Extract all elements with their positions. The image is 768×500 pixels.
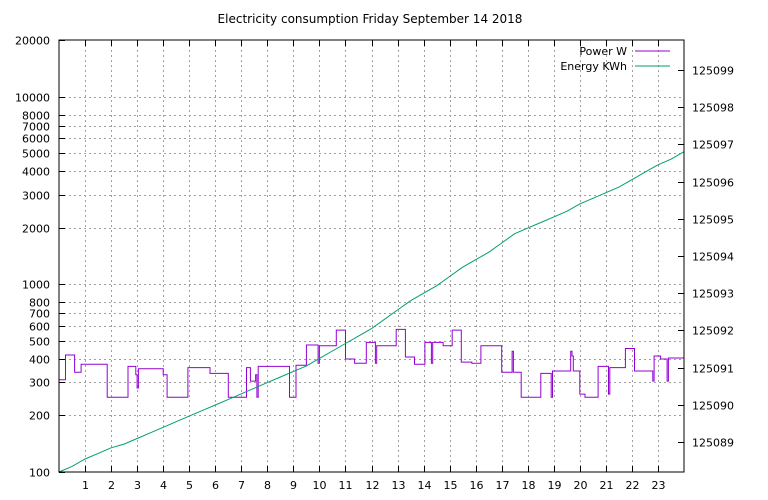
y-left-tick-label: 20000 <box>15 35 50 48</box>
x-tick-label: 1 <box>82 479 89 492</box>
y-left-tick-label: 400 <box>29 354 50 367</box>
y-right-tick-label: 125089 <box>692 437 734 450</box>
y-left-tick-label: 6000 <box>22 133 50 146</box>
x-tick-label: 9 <box>290 479 297 492</box>
x-tick-label: 22 <box>626 479 640 492</box>
y-right-tick-label: 125091 <box>692 363 734 376</box>
x-tick-label: 3 <box>134 479 141 492</box>
y-right-tick-label: 125099 <box>692 65 734 78</box>
legend: Power W Energy KWh <box>560 45 670 73</box>
x-tick-label: 10 <box>313 479 327 492</box>
y-right-tick-label: 125092 <box>692 325 734 338</box>
series-line-power-w <box>59 328 684 398</box>
series-layer <box>58 151 685 473</box>
y-left-tick-label: 8000 <box>22 110 50 123</box>
y-left-tick-label: 3000 <box>22 190 50 203</box>
y-left-tick-label: 2000 <box>22 223 50 236</box>
x-tick-label: 11 <box>339 479 353 492</box>
legend-label: Power W <box>579 45 627 58</box>
x-tick-label: 6 <box>212 479 219 492</box>
y-left-tick-label: 4000 <box>22 166 50 179</box>
x-tick-label: 5 <box>186 479 193 492</box>
x-tick-label: 7 <box>238 479 245 492</box>
y-right-tick-label: 125095 <box>692 214 734 227</box>
series-line-energy-kwh <box>58 151 685 473</box>
x-tick-label: 13 <box>392 479 406 492</box>
y-left-tick-label: 700 <box>29 308 50 321</box>
x-tick-label: 19 <box>548 479 562 492</box>
x-tick-label: 2 <box>108 479 115 492</box>
x-tick-label: 15 <box>444 479 458 492</box>
x-tick-label: 23 <box>652 479 666 492</box>
y-left-tick-label: 5000 <box>22 148 50 161</box>
y-right-tick-label: 125090 <box>692 400 734 413</box>
y-left-tick-label: 100 <box>29 467 50 480</box>
x-tick-label: 12 <box>366 479 380 492</box>
y-right-tick-label: 125097 <box>692 139 734 152</box>
y-left-tick-label: 600 <box>29 321 50 334</box>
y-right-tick-label: 125093 <box>692 288 734 301</box>
y-right-tick-label: 125098 <box>692 102 734 115</box>
x-tick-label: 21 <box>600 479 614 492</box>
axes-layer: 1 2 3 4 5 6 7 8 9 10 11 12 13 14 15 16 17 18 19 20 21 22 23100… <box>15 35 734 493</box>
plot-frame <box>58 39 685 473</box>
x-tick-label: 18 <box>522 479 536 492</box>
x-tick-label: 14 <box>418 479 432 492</box>
y-left-tick-label: 200 <box>29 410 50 423</box>
chart-title: Electricity consumption Friday September… <box>218 12 523 26</box>
x-tick-label: 17 <box>496 479 510 492</box>
y-left-tick-label: 7000 <box>22 121 50 134</box>
y-left-tick-label: 1000 <box>22 279 50 292</box>
y-left-tick-label: 300 <box>29 377 50 390</box>
legend-label: Energy KWh <box>560 60 627 73</box>
x-tick-label: 20 <box>574 479 588 492</box>
y-left-tick-label: 800 <box>29 297 50 310</box>
y-right-tick-label: 125094 <box>692 251 734 264</box>
y-right-tick-label: 125096 <box>692 177 734 190</box>
y-left-tick-label: 10000 <box>15 92 50 105</box>
x-tick-label: 4 <box>160 479 167 492</box>
y-left-tick-label: 500 <box>29 336 50 349</box>
x-tick-label: 16 <box>470 479 484 492</box>
grid-layer <box>59 40 684 472</box>
x-tick-label: 8 <box>264 479 271 492</box>
